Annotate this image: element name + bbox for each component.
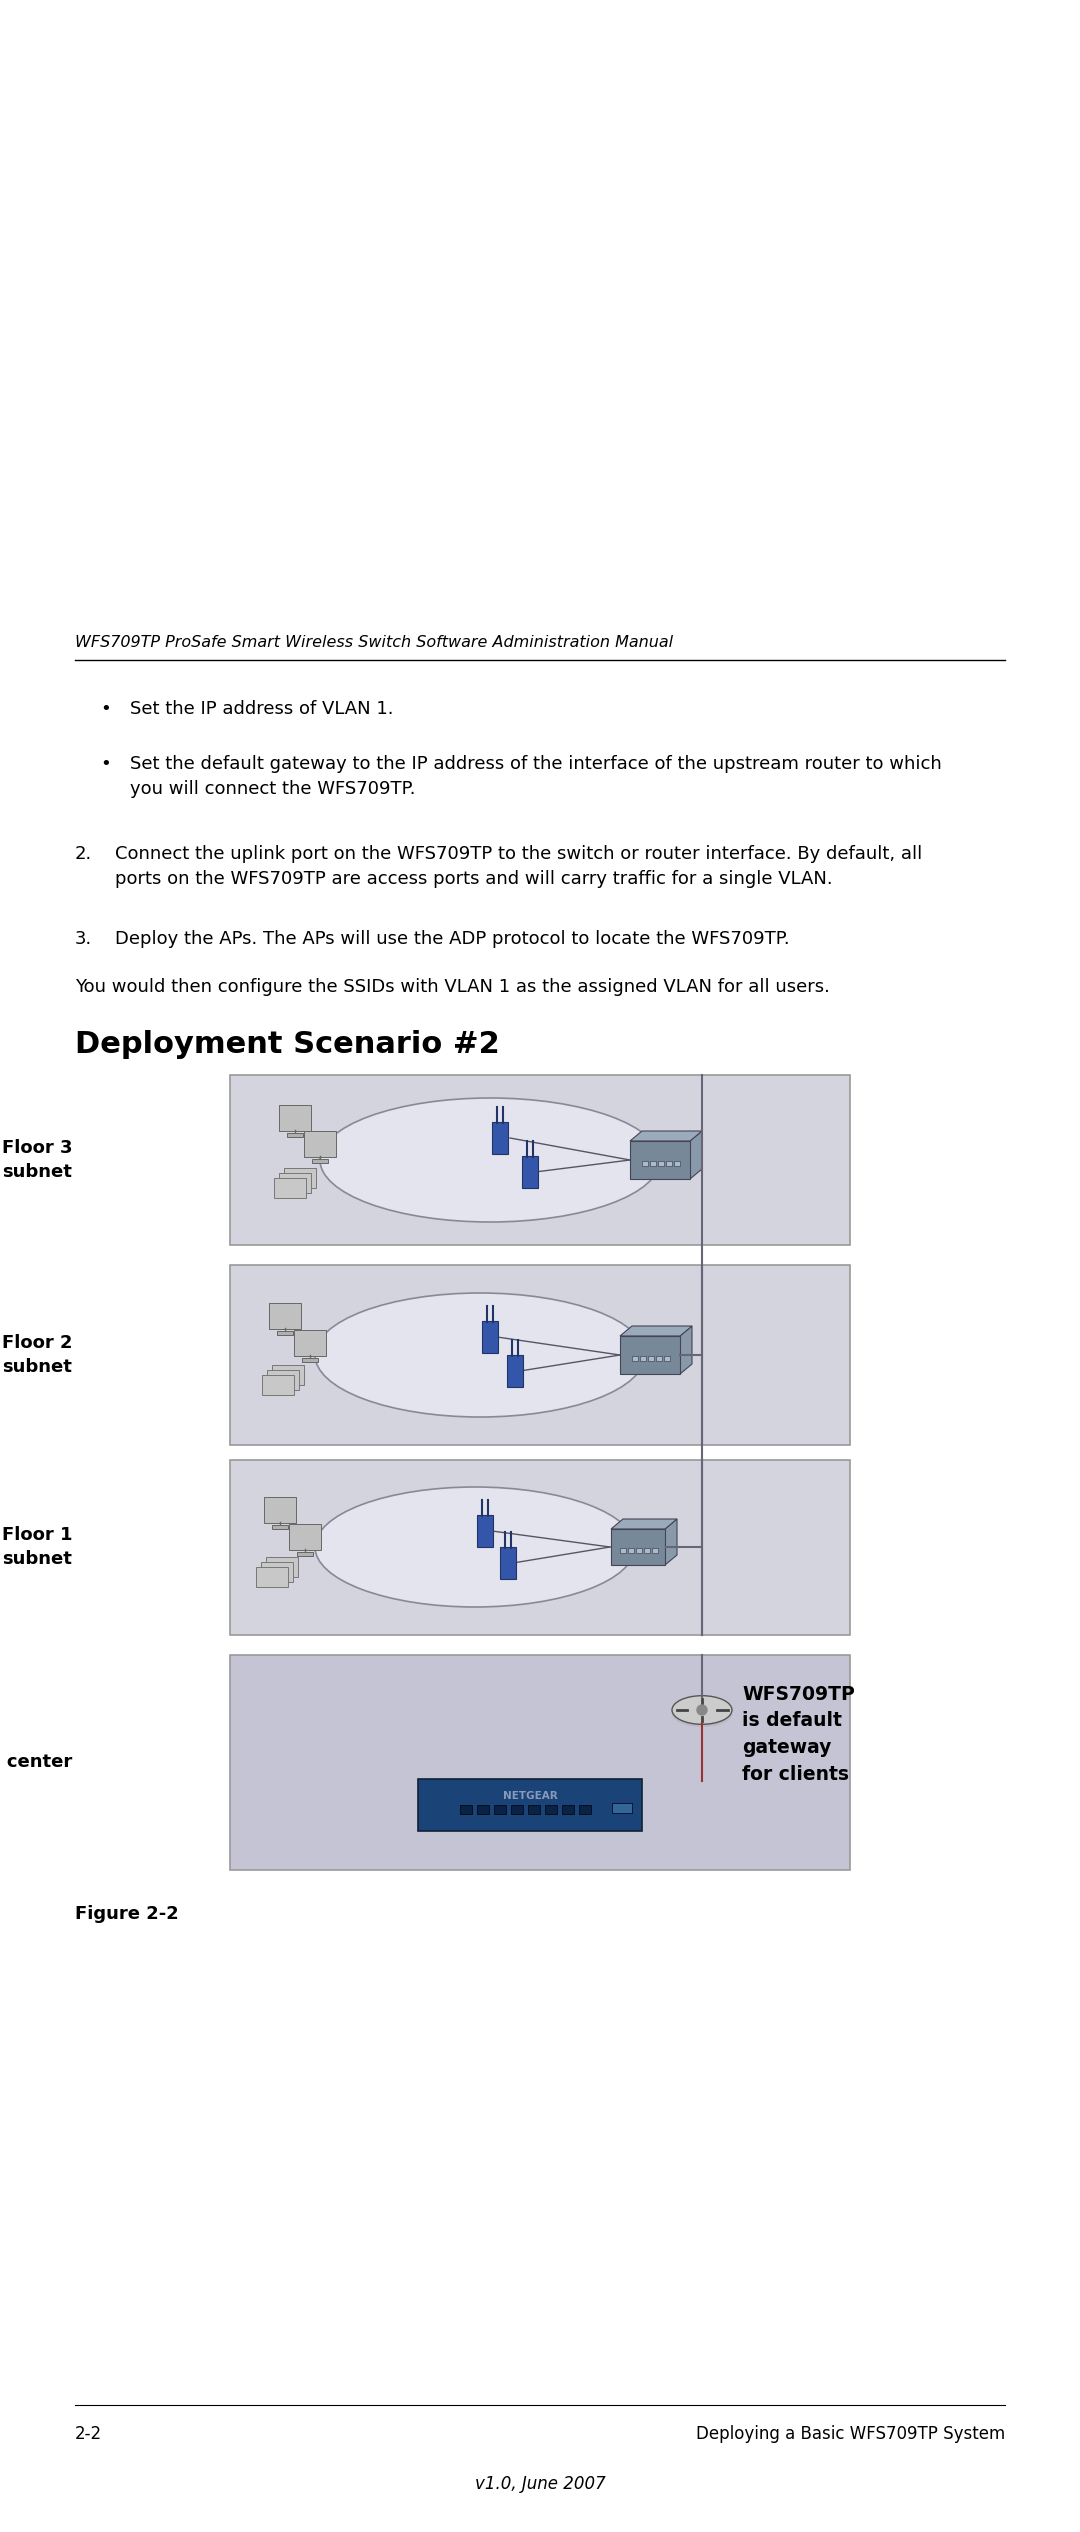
FancyBboxPatch shape	[256, 1567, 288, 1588]
Text: v1.0, June 2007: v1.0, June 2007	[474, 2474, 606, 2494]
Polygon shape	[630, 1132, 702, 1142]
FancyBboxPatch shape	[644, 1547, 650, 1552]
FancyBboxPatch shape	[612, 1803, 632, 1813]
FancyBboxPatch shape	[640, 1357, 646, 1362]
FancyBboxPatch shape	[312, 1160, 328, 1162]
FancyBboxPatch shape	[494, 1805, 507, 1813]
Text: Deployment Scenario #2: Deployment Scenario #2	[75, 1031, 500, 1058]
FancyBboxPatch shape	[611, 1529, 665, 1565]
Text: NETGEAR: NETGEAR	[502, 1790, 557, 1800]
Text: Floor 2
subnet: Floor 2 subnet	[1, 1334, 72, 1375]
Text: You would then configure the SSIDs with VLAN 1 as the assigned VLAN for all user: You would then configure the SSIDs with …	[75, 977, 829, 995]
Polygon shape	[620, 1327, 692, 1337]
Text: WFS709TP ProSafe Smart Wireless Switch Software Administration Manual: WFS709TP ProSafe Smart Wireless Switch S…	[75, 636, 673, 651]
Text: 2-2: 2-2	[75, 2426, 103, 2443]
Ellipse shape	[315, 1294, 645, 1418]
FancyBboxPatch shape	[294, 1329, 326, 1357]
FancyBboxPatch shape	[269, 1304, 301, 1329]
FancyBboxPatch shape	[276, 1332, 293, 1334]
FancyBboxPatch shape	[632, 1357, 638, 1362]
Text: Connect the uplink port on the WFS709TP to the switch or router interface. By de: Connect the uplink port on the WFS709TP …	[114, 846, 922, 889]
Text: •: •	[100, 755, 111, 772]
FancyBboxPatch shape	[477, 1805, 489, 1813]
FancyBboxPatch shape	[262, 1375, 294, 1395]
FancyBboxPatch shape	[279, 1104, 311, 1132]
Text: 2.: 2.	[75, 846, 92, 863]
FancyBboxPatch shape	[287, 1132, 303, 1137]
FancyBboxPatch shape	[492, 1122, 508, 1155]
FancyBboxPatch shape	[664, 1357, 670, 1362]
Text: Set the IP address of VLAN 1.: Set the IP address of VLAN 1.	[130, 699, 393, 719]
FancyBboxPatch shape	[674, 1162, 680, 1167]
Text: Data center: Data center	[0, 1752, 72, 1770]
Text: Floor 3
subnet: Floor 3 subnet	[1, 1139, 72, 1180]
FancyBboxPatch shape	[230, 1266, 850, 1446]
FancyBboxPatch shape	[284, 1167, 316, 1188]
FancyBboxPatch shape	[482, 1322, 498, 1352]
FancyBboxPatch shape	[666, 1162, 672, 1167]
Text: Floor 1
subnet: Floor 1 subnet	[1, 1527, 72, 1567]
FancyBboxPatch shape	[620, 1337, 680, 1375]
FancyBboxPatch shape	[303, 1132, 336, 1157]
FancyBboxPatch shape	[652, 1547, 658, 1552]
FancyBboxPatch shape	[230, 1076, 850, 1246]
FancyBboxPatch shape	[511, 1805, 523, 1813]
FancyBboxPatch shape	[460, 1805, 472, 1813]
FancyBboxPatch shape	[302, 1357, 318, 1362]
FancyBboxPatch shape	[648, 1357, 654, 1362]
FancyBboxPatch shape	[266, 1557, 298, 1577]
FancyBboxPatch shape	[230, 1461, 850, 1636]
FancyBboxPatch shape	[507, 1355, 523, 1388]
Text: WFS709TP
is default
gateway
for clients: WFS709TP is default gateway for clients	[742, 1684, 854, 1783]
Text: Figure 2-2: Figure 2-2	[75, 1904, 179, 1922]
FancyBboxPatch shape	[279, 1172, 311, 1193]
Ellipse shape	[315, 1486, 635, 1608]
FancyBboxPatch shape	[630, 1142, 690, 1180]
FancyBboxPatch shape	[545, 1805, 557, 1813]
FancyBboxPatch shape	[627, 1547, 634, 1552]
Circle shape	[697, 1704, 707, 1714]
FancyBboxPatch shape	[500, 1547, 516, 1580]
Polygon shape	[611, 1519, 677, 1529]
Polygon shape	[680, 1327, 692, 1375]
FancyBboxPatch shape	[261, 1562, 293, 1582]
FancyBboxPatch shape	[267, 1370, 299, 1390]
Text: 3.: 3.	[75, 929, 92, 947]
FancyBboxPatch shape	[562, 1805, 573, 1813]
FancyBboxPatch shape	[642, 1162, 648, 1167]
FancyBboxPatch shape	[658, 1162, 664, 1167]
FancyBboxPatch shape	[264, 1496, 296, 1524]
FancyBboxPatch shape	[650, 1162, 656, 1167]
FancyBboxPatch shape	[620, 1547, 626, 1552]
FancyBboxPatch shape	[272, 1524, 288, 1529]
Ellipse shape	[672, 1696, 732, 1724]
FancyBboxPatch shape	[656, 1357, 662, 1362]
FancyBboxPatch shape	[289, 1524, 321, 1550]
FancyBboxPatch shape	[297, 1552, 313, 1557]
FancyBboxPatch shape	[477, 1514, 492, 1547]
FancyBboxPatch shape	[230, 1656, 850, 1871]
Ellipse shape	[672, 1702, 732, 1727]
Polygon shape	[690, 1132, 702, 1180]
Text: Deploying a Basic WFS709TP System: Deploying a Basic WFS709TP System	[696, 2426, 1005, 2443]
FancyBboxPatch shape	[579, 1805, 591, 1813]
FancyBboxPatch shape	[636, 1547, 642, 1552]
Polygon shape	[665, 1519, 677, 1565]
FancyBboxPatch shape	[528, 1805, 540, 1813]
Text: •: •	[100, 699, 111, 719]
FancyBboxPatch shape	[522, 1157, 538, 1188]
Text: Set the default gateway to the IP address of the interface of the upstream route: Set the default gateway to the IP addres…	[130, 755, 942, 798]
Ellipse shape	[320, 1099, 660, 1223]
FancyBboxPatch shape	[274, 1177, 306, 1198]
FancyBboxPatch shape	[272, 1365, 303, 1385]
FancyBboxPatch shape	[418, 1780, 642, 1831]
Text: Deploy the APs. The APs will use the ADP protocol to locate the WFS709TP.: Deploy the APs. The APs will use the ADP…	[114, 929, 789, 947]
